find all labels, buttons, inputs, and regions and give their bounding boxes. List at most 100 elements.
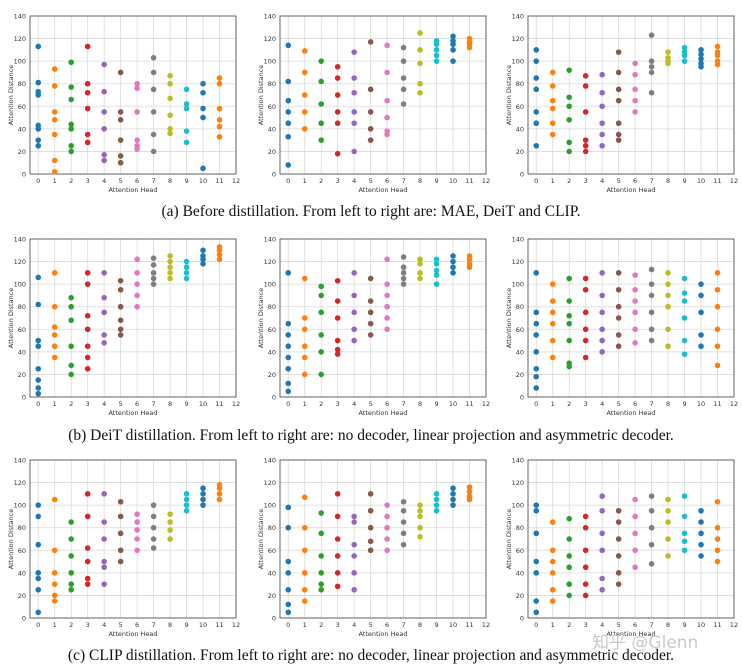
data-point-head-8 (665, 343, 671, 350)
data-point-head-1 (549, 309, 556, 316)
data-point-head-3 (84, 270, 91, 276)
data-point-head-7 (150, 281, 157, 287)
data-point-head-5 (615, 519, 622, 525)
x-tick-label: 6 (135, 621, 139, 629)
data-point-head-3 (334, 298, 341, 304)
data-point-head-2 (68, 148, 74, 155)
x-tick-label: 7 (152, 400, 156, 408)
data-point-head-4 (101, 152, 107, 158)
data-point-head-8 (665, 60, 671, 67)
y-tick-label: 40 (18, 125, 26, 133)
data-point-head-3 (334, 583, 341, 590)
data-point-head-0 (285, 270, 292, 276)
data-point-head-4 (599, 292, 605, 299)
data-point-head-11 (714, 303, 721, 310)
x-tick-label: 2 (319, 177, 323, 185)
x-tick-label: 11 (465, 400, 473, 408)
data-point-head-10 (450, 41, 456, 48)
y-tick-label: 20 (268, 148, 276, 156)
data-point-head-10 (698, 343, 704, 350)
data-point-head-5 (117, 317, 124, 324)
x-tick-label: 8 (666, 177, 670, 185)
data-point-head-9 (681, 530, 688, 537)
data-point-head-7 (150, 255, 157, 261)
data-point-head-2 (318, 78, 324, 85)
data-point-head-5 (117, 277, 124, 284)
data-point-head-2 (68, 126, 74, 132)
x-tick-label: 8 (168, 400, 172, 408)
data-point-head-9 (681, 538, 688, 545)
data-point-head-0 (285, 504, 292, 511)
x-tick-label: 4 (352, 400, 356, 408)
data-point-head-7 (400, 75, 407, 81)
data-point-head-3 (334, 346, 341, 353)
data-point-head-3 (84, 105, 91, 112)
data-point-head-2 (566, 67, 572, 73)
data-point-head-5 (367, 298, 374, 304)
data-point-head-7 (400, 281, 407, 287)
data-point-head-3 (84, 80, 91, 87)
data-point-head-2 (566, 536, 572, 542)
data-point-head-0 (533, 507, 540, 514)
x-tick-label: 4 (600, 621, 604, 629)
data-point-head-2 (566, 320, 572, 327)
data-point-head-9 (681, 44, 688, 51)
y-tick-label: 80 (268, 80, 276, 88)
x-tick-label: 5 (119, 177, 123, 185)
y-tick-label: 40 (268, 569, 276, 577)
data-point-head-6 (134, 146, 140, 152)
data-point-head-8 (417, 513, 423, 520)
y-tick-label: 60 (268, 547, 276, 555)
data-point-head-8 (167, 270, 173, 276)
data-point-head-4 (351, 75, 357, 81)
data-point-head-0 (533, 320, 540, 327)
data-point-head-4 (351, 586, 357, 593)
data-point-head-0 (35, 570, 42, 576)
data-point-head-5 (117, 137, 124, 143)
y-tick-label: 40 (516, 348, 524, 356)
x-tick-label: 1 (551, 400, 555, 408)
data-point-head-8 (167, 112, 173, 119)
data-point-head-4 (599, 337, 605, 344)
x-tick-label: 9 (434, 621, 438, 629)
data-point-head-3 (84, 354, 91, 361)
axes-frame (527, 459, 735, 619)
x-tick-label: 7 (402, 400, 406, 408)
data-point-head-2 (318, 581, 324, 587)
data-point-head-1 (549, 570, 556, 576)
data-point-head-5 (117, 513, 124, 520)
x-tick-label: 5 (369, 177, 373, 185)
data-point-head-0 (35, 126, 42, 132)
data-point-head-0 (35, 79, 42, 86)
data-point-head-1 (51, 109, 58, 115)
y-tick-label: 120 (512, 479, 524, 487)
data-point-head-1 (51, 592, 58, 599)
data-point-head-5 (615, 332, 622, 338)
data-point-head-5 (615, 49, 622, 55)
y-tick-label: 140 (14, 457, 26, 465)
caption-a: (a) Before distillation. From left to ri… (161, 203, 581, 220)
y-tick-label: 0 (22, 171, 26, 179)
data-point-head-10 (698, 519, 704, 525)
data-point-head-3 (582, 73, 589, 79)
y-tick-label: 140 (512, 13, 524, 21)
data-point-head-3 (582, 524, 589, 531)
data-point-head-2 (68, 303, 74, 310)
data-point-head-11 (466, 256, 473, 263)
y-tick-label: 40 (516, 125, 524, 133)
data-point-head-1 (549, 131, 556, 138)
data-point-head-5 (615, 315, 622, 321)
data-point-head-0 (533, 530, 540, 537)
data-point-head-7 (648, 32, 655, 38)
data-point-head-1 (301, 371, 308, 378)
data-point-head-2 (68, 294, 74, 301)
y-tick-label: 100 (14, 281, 26, 289)
data-point-head-5 (367, 137, 374, 143)
y-tick-label: 20 (268, 371, 276, 379)
x-tick-label: 1 (303, 400, 307, 408)
x-tick-label: 7 (402, 621, 406, 629)
data-point-head-0 (285, 586, 292, 593)
y-tick-label: 140 (264, 13, 276, 21)
